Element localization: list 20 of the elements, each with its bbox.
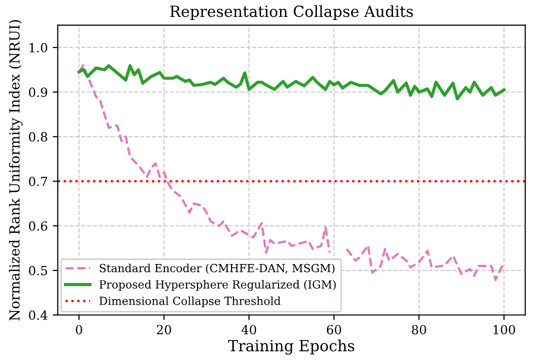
x-axis-title: Training Epochs <box>228 340 354 355</box>
y-tick-label: 0.6 <box>28 221 48 231</box>
x-tick-label: 100 <box>494 324 516 334</box>
line-series <box>77 64 506 100</box>
legend-label: Proposed Hypersphere Regularized (IGM) <box>99 280 336 291</box>
chart-title: Representation Collapse Audits <box>170 5 413 20</box>
y-tick-label: 0.8 <box>28 132 48 142</box>
x-tick-label: 80 <box>412 324 426 334</box>
legend-label: Dimensional Collapse Threshold <box>99 296 281 308</box>
y-tick-label: 0.9 <box>28 88 48 98</box>
x-tick-label: 60 <box>326 324 342 334</box>
x-tick-label: 40 <box>241 324 256 334</box>
y-axis-title: Normalized Rank Uniformity Index (NRUI) <box>8 20 23 321</box>
legend-label: Standard Encoder (CMHFE-DAN, MSGM) <box>100 264 335 274</box>
x-tick-label: 0 <box>76 324 82 334</box>
y-tick-label: 0.5 <box>28 266 48 276</box>
y-tick-label: 0.4 <box>28 310 48 320</box>
x-tick-label: 20 <box>156 324 172 334</box>
y-tick-label: 0.7 <box>28 176 48 186</box>
y-tick-label: 1.0 <box>30 42 48 52</box>
